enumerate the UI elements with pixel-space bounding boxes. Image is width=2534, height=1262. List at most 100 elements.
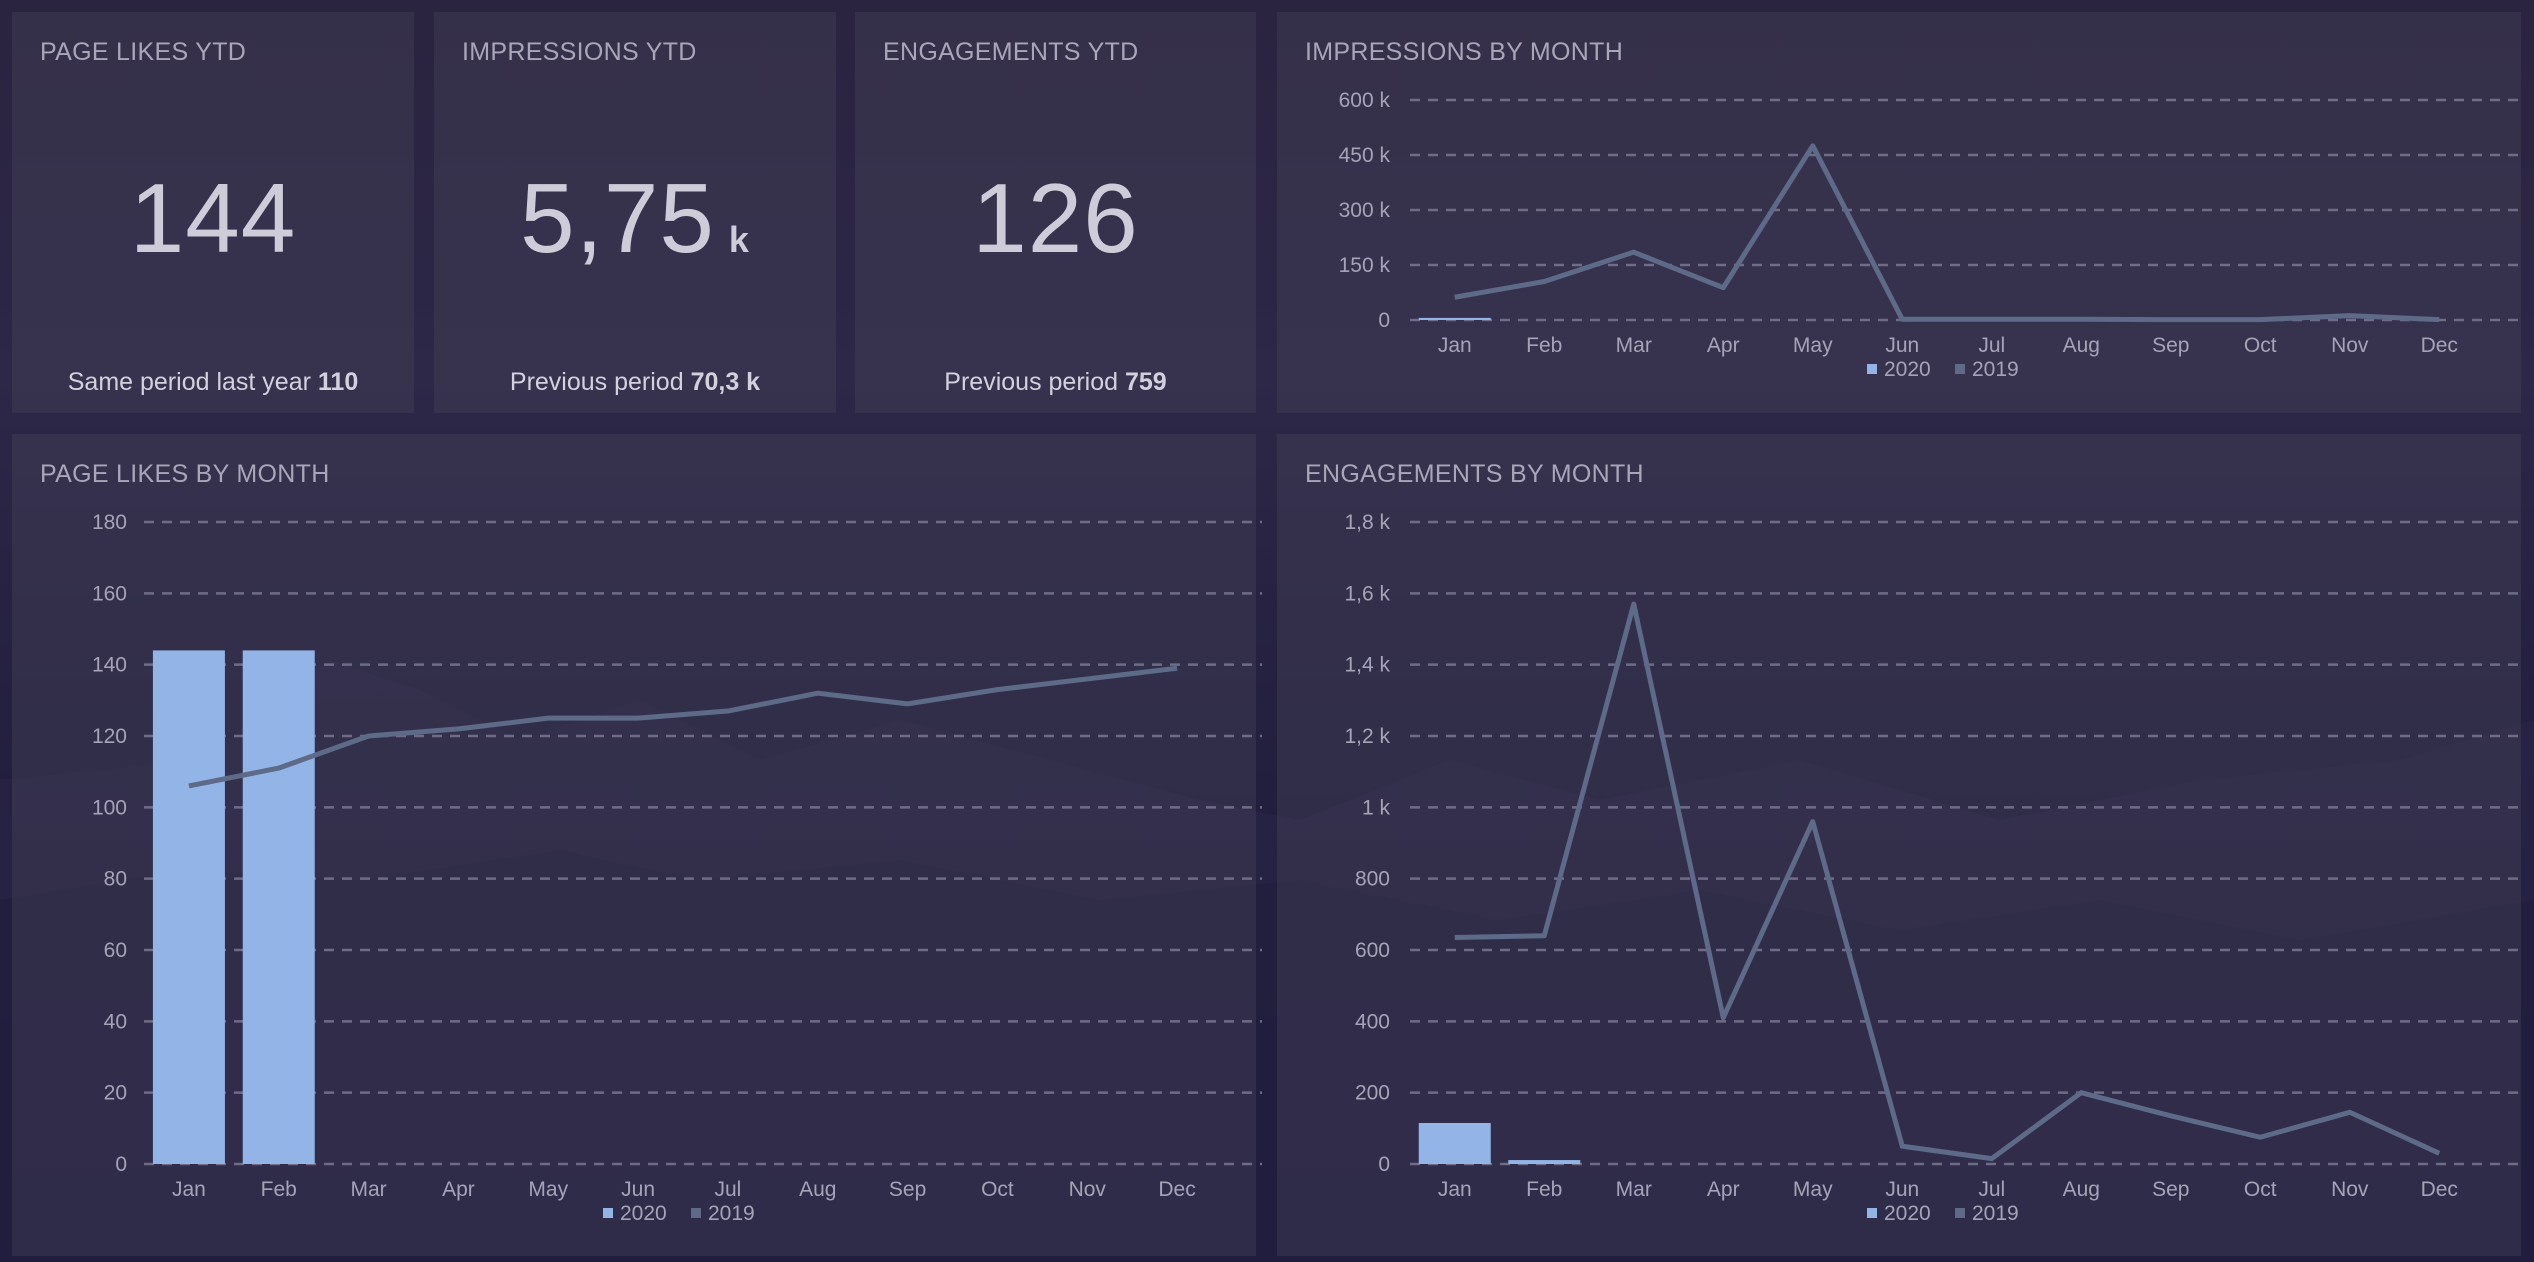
x-tick-label: Feb xyxy=(1526,334,1562,357)
y-tick-label: 800 xyxy=(1355,868,1390,891)
x-tick-label: Feb xyxy=(261,1178,297,1201)
x-tick-label: Apr xyxy=(442,1178,475,1201)
y-tick-label: 80 xyxy=(104,868,127,891)
legend-label-2019: 2019 xyxy=(1972,1202,2019,1225)
x-tick-label: Jul xyxy=(1978,1178,2005,1201)
x-tick-label: Jul xyxy=(714,1178,741,1201)
x-tick-label: Aug xyxy=(799,1178,836,1201)
x-tick-label: Nov xyxy=(2331,334,2369,357)
impressions-by-month-tile: IMPRESSIONS BY MONTH xyxy=(1277,12,2521,413)
x-tick-label: May xyxy=(528,1178,568,1201)
kpi-tile-impressions: IMPRESSIONS YTD 5,75 k Previous period 70… xyxy=(434,12,836,413)
y-tick-label: 600 k xyxy=(1339,89,1391,112)
x-tick-label: Nov xyxy=(1069,1178,1107,1201)
y-tick-label: 20 xyxy=(104,1082,127,1105)
x-tick-label: May xyxy=(1793,334,1833,357)
y-tick-label: 200 xyxy=(1355,1082,1390,1105)
kpi-title: PAGE LIKES YTD xyxy=(40,38,247,66)
bar-2020 xyxy=(1508,1160,1581,1164)
y-tick-label: 160 xyxy=(92,582,127,605)
legend-swatch-2020 xyxy=(1867,364,1877,374)
x-tick-label: Dec xyxy=(2421,1178,2458,1201)
kpi-title: ENGAGEMENTS YTD xyxy=(883,38,1139,66)
x-tick-label: Mar xyxy=(350,1178,386,1201)
y-tick-label: 0 xyxy=(1378,309,1390,332)
chart-title: IMPRESSIONS BY MONTH xyxy=(1305,38,1624,66)
line-2019 xyxy=(1454,601,2441,1162)
legend-swatch-2019 xyxy=(1955,1208,1965,1218)
x-tick-label: Jun xyxy=(1885,334,1919,357)
x-tick-label: Oct xyxy=(2244,334,2277,357)
x-tick-label: May xyxy=(1793,1178,1833,1201)
legend-label-2020: 2020 xyxy=(620,1202,667,1225)
x-tick-label: Oct xyxy=(981,1178,1014,1201)
legend-label-2020: 2020 xyxy=(1884,1202,1931,1225)
line-2019 xyxy=(188,665,1178,789)
bar-2020 xyxy=(1418,317,1491,320)
x-tick-label: Feb xyxy=(1526,1178,1562,1201)
legend-swatch-2019 xyxy=(691,1208,701,1218)
x-tick-label: Aug xyxy=(2063,1178,2100,1201)
y-tick-label: 1,8 k xyxy=(1344,511,1390,534)
legend-label-2019: 2019 xyxy=(708,1202,755,1225)
x-tick-label: Jul xyxy=(1978,334,2005,357)
legend-swatch-2020 xyxy=(603,1208,613,1218)
x-tick-label: Jun xyxy=(621,1178,655,1201)
y-tick-label: 1,4 k xyxy=(1344,654,1390,677)
x-tick-label: Apr xyxy=(1707,334,1740,357)
chart-title: PAGE LIKES BY MONTH xyxy=(40,460,330,488)
x-tick-label: Jan xyxy=(1438,1178,1472,1201)
kpi-tile-page-likes: PAGE LIKES YTD 144 Same period last year… xyxy=(12,12,414,413)
x-tick-label: Dec xyxy=(1158,1178,1195,1201)
kpi-value: 126 xyxy=(972,163,1139,273)
kpi-tile-engagements: ENGAGEMENTS YTD 126 Previous period 759 xyxy=(855,12,1256,413)
y-tick-label: 180 xyxy=(92,511,127,534)
legend-swatch-2019 xyxy=(1955,364,1965,374)
x-tick-label: Mar xyxy=(1616,334,1652,357)
kpi-title: IMPRESSIONS YTD xyxy=(462,38,697,66)
legend-label-2020: 2020 xyxy=(1884,358,1931,381)
kpi-value: 144 xyxy=(129,163,297,273)
x-tick-label: Jan xyxy=(1438,334,1472,357)
x-tick-label: Sep xyxy=(2152,334,2189,357)
y-tick-label: 40 xyxy=(104,1010,127,1033)
y-tick-label: 120 xyxy=(92,725,127,748)
kpi-compare: Same period last year 110 xyxy=(67,368,359,396)
kpi-compare: Previous period 759 xyxy=(944,368,1167,396)
x-tick-label: Sep xyxy=(2152,1178,2189,1201)
x-tick-label: Jan xyxy=(172,1178,206,1201)
kpi-unit: k xyxy=(728,219,750,260)
bar-2020 xyxy=(1418,1122,1491,1164)
x-tick-label: Aug xyxy=(2063,334,2100,357)
line-2019 xyxy=(1454,143,2440,323)
y-tick-label: 60 xyxy=(104,939,127,962)
x-tick-label: Oct xyxy=(2244,1178,2277,1201)
legend-swatch-2020 xyxy=(1867,1208,1877,1218)
kpi-compare: Previous period 70,3 k xyxy=(509,368,761,396)
y-tick-label: 600 xyxy=(1355,939,1390,962)
x-tick-label: Sep xyxy=(889,1178,926,1201)
y-tick-label: 140 xyxy=(92,654,127,677)
engagements-by-month-tile: ENGAGEMENTS BY MONTH xyxy=(1277,434,2521,1256)
y-tick-label: 1,6 k xyxy=(1344,582,1390,605)
bar-2020 xyxy=(152,650,225,1164)
bar-2020 xyxy=(242,650,315,1164)
x-tick-label: Dec xyxy=(2421,334,2458,357)
y-tick-label: 1,2 k xyxy=(1344,725,1390,748)
y-tick-label: 450 k xyxy=(1339,144,1391,167)
chart-title: ENGAGEMENTS BY MONTH xyxy=(1305,460,1644,488)
kpi-value: 5,75 k xyxy=(520,163,750,273)
x-tick-label: Jun xyxy=(1885,1178,1919,1201)
x-tick-label: Nov xyxy=(2331,1178,2369,1201)
y-tick-label: 100 xyxy=(92,796,127,819)
x-tick-label: Mar xyxy=(1616,1178,1652,1201)
x-tick-label: Apr xyxy=(1707,1178,1740,1201)
y-tick-label: 1 k xyxy=(1362,796,1391,819)
legend-label-2019: 2019 xyxy=(1972,358,2019,381)
y-tick-label: 0 xyxy=(1378,1153,1390,1176)
y-tick-label: 300 k xyxy=(1339,199,1391,222)
y-tick-label: 0 xyxy=(115,1153,127,1176)
y-tick-label: 400 xyxy=(1355,1010,1390,1033)
